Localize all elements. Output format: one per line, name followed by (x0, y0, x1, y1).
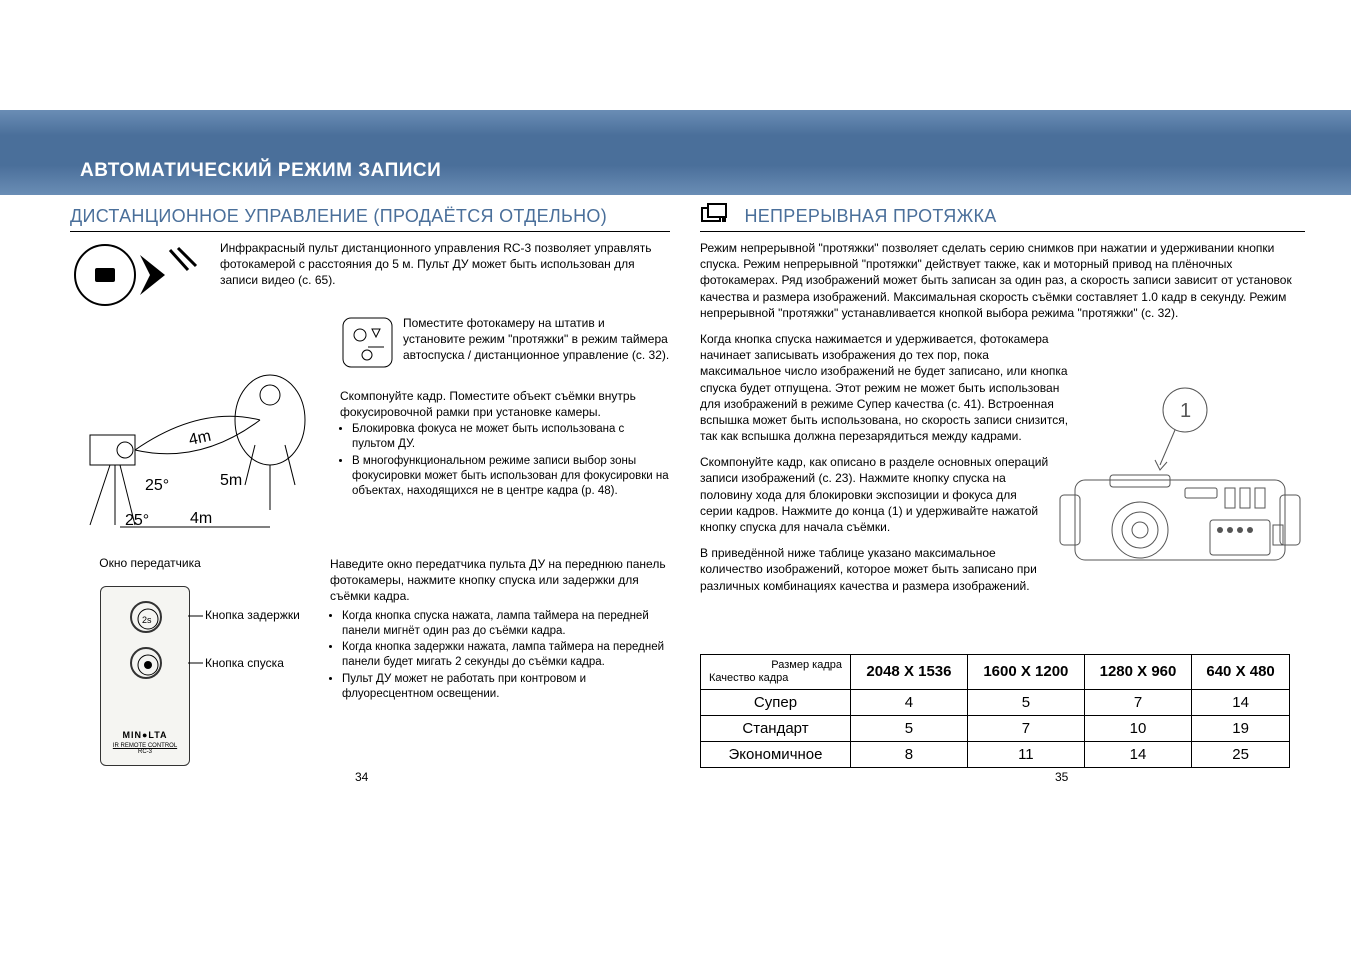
corner-top: Размер кадра (709, 659, 842, 672)
svg-text:4m: 4m (190, 510, 212, 527)
left-heading: ДИСТАНЦИОННОЕ УПРАВЛЕНИЕ (ПРОДАЁТСЯ ОТДЕ… (70, 206, 670, 227)
intro-row: Инфракрасный пульт дистанционного управл… (70, 240, 670, 315)
cell: 5 (851, 716, 968, 742)
svg-text:5m: 5m (220, 472, 242, 489)
table-row: Супер 4 5 7 14 (701, 690, 1290, 716)
release-button-label: Кнопка спуска (205, 656, 284, 670)
intro-text: Инфракрасный пульт дистанционного управл… (220, 240, 670, 305)
bullet: В многофункциональном режиме записи выбо… (352, 454, 670, 499)
step3-bullets: Когда кнопка спуска нажата, лампа таймер… (330, 609, 670, 703)
col-header: 1600 X 1200 (967, 654, 1084, 689)
release-button-graphic (130, 647, 162, 679)
page-number-left: 34 (355, 770, 368, 784)
cell: 19 (1192, 716, 1290, 742)
bullet: Пульт ДУ может не работать при контровом… (342, 672, 670, 702)
delay-button-label: Кнопка задержки (205, 608, 300, 622)
step3-text: Наведите окно передатчика пульта ДУ на п… (330, 556, 670, 605)
cell: 25 (1192, 742, 1290, 768)
right-p2: Когда кнопка спуска нажимается и удержив… (700, 331, 1070, 444)
cell: 10 (1084, 716, 1191, 742)
remote-body: 2s MIN●LTA IR REMOTE CONTROLRC-3 (100, 586, 190, 766)
right-page: НЕПРЕРЫВНАЯ ПРОТЯЖКА Режим непрерывной "… (700, 200, 1305, 768)
continuous-drive-icon (700, 202, 730, 229)
col-header: 1280 X 960 (1084, 654, 1191, 689)
cell: 11 (967, 742, 1084, 768)
bullet: Когда кнопка задержки нажата, лампа тайм… (342, 640, 670, 670)
remote-brand: MIN●LTA (101, 730, 189, 740)
col-header: 2048 X 1536 (851, 654, 968, 689)
col-header: 640 X 480 (1192, 654, 1290, 689)
step3-row: Окно передатчика 2s MIN●LTA IR REMOTE CO… (70, 556, 670, 796)
divider (70, 231, 670, 232)
cell: 4 (851, 690, 968, 716)
header-band (0, 110, 1351, 195)
svg-text:1: 1 (1180, 400, 1191, 422)
right-p1: Режим непрерывной "протяжки" позволяет с… (700, 240, 1305, 321)
right-p3: Скомпонуйте кадр, как описано в разделе … (700, 454, 1050, 535)
svg-text:25°: 25° (125, 512, 149, 529)
intro-illustration (70, 240, 210, 315)
cell: 7 (967, 716, 1084, 742)
svg-text:2s: 2s (142, 615, 152, 625)
corner-left: Качество кадра (709, 672, 788, 684)
cell: 8 (851, 742, 968, 768)
remote-model: IR REMOTE CONTROLRC-3 (101, 743, 189, 755)
page-header-title: АВТОМАТИЧЕСКИЙ РЕЖИМ ЗАПИСИ (80, 160, 441, 182)
right-content: Режим непрерывной "протяжки" позволяет с… (700, 240, 1305, 594)
right-heading: НЕПРЕРЫВНАЯ ПРОТЯЖКА (744, 206, 996, 227)
divider (700, 231, 1305, 232)
step1-col: Поместите фотокамеру на штатив и установ… (340, 315, 670, 540)
transmitter-label: Окно передатчика (70, 556, 230, 570)
table-row: Экономичное 8 11 14 25 (701, 742, 1290, 768)
right-p4: В приведённой ниже таблице указано макси… (700, 545, 1050, 594)
step3-col: Наведите окно передатчика пульта ДУ на п… (330, 556, 670, 796)
delay-button-graphic: 2s (130, 601, 162, 633)
remote-illustration: Окно передатчика 2s MIN●LTA IR REMOTE CO… (70, 556, 320, 796)
row-label: Стандарт (701, 716, 851, 742)
table-row: Стандарт 5 7 10 19 (701, 716, 1290, 742)
bullet: Когда кнопка спуска нажата, лампа таймер… (342, 609, 670, 639)
cell: 5 (967, 690, 1084, 716)
row-label: Супер (701, 690, 851, 716)
lcd-icon (340, 315, 395, 375)
step1-row: 25° 25° 4m 5m 4m Поместите фотокамеру на… (70, 315, 670, 540)
step2-text: Скомпонуйте кадр. Поместите объект съёмк… (340, 388, 670, 420)
table-corner: Размер кадра Качество кадра (701, 654, 851, 689)
bullet: Блокировка фокуса не может быть использо… (352, 422, 670, 452)
svg-text:4m: 4m (187, 428, 212, 449)
page-number-right: 35 (1055, 770, 1068, 784)
left-page: ДИСТАНЦИОННОЕ УПРАВЛЕНИЕ (ПРОДАЁТСЯ ОТДЕ… (70, 200, 670, 796)
svg-text:25°: 25° (145, 477, 169, 494)
range-illustration: 25° 25° 4m 5m 4m (70, 315, 330, 540)
cell: 14 (1192, 690, 1290, 716)
row-label: Экономичное (701, 742, 851, 768)
cell: 14 (1084, 742, 1191, 768)
camera-illustration: 1 (1055, 380, 1305, 585)
capacity-table: Размер кадра Качество кадра 2048 X 1536 … (700, 654, 1290, 768)
cell: 7 (1084, 690, 1191, 716)
right-heading-row: НЕПРЕРЫВНАЯ ПРОТЯЖКА (700, 200, 1305, 231)
step2-bullets: Блокировка фокуса не может быть использо… (340, 422, 670, 499)
